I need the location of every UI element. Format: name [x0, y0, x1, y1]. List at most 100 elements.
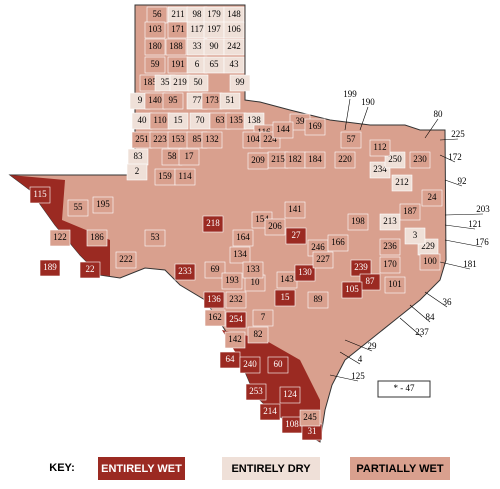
county-cell [86, 229, 108, 247]
county-number: 87 [366, 276, 376, 286]
county-number: 193 [225, 275, 239, 285]
county-cell [379, 238, 401, 256]
key-title: KEY: [49, 462, 74, 474]
county-cell [174, 263, 196, 281]
county-number: 166 [331, 237, 345, 247]
county-number: 218 [206, 218, 220, 228]
leader-line [359, 106, 369, 131]
county-number: 171 [171, 24, 185, 34]
county-cell [67, 199, 89, 217]
leader-line [329, 374, 359, 382]
county-number: 239 [354, 262, 368, 272]
county-cell [167, 112, 189, 130]
county-number: 31 [308, 426, 317, 436]
county-number: 240 [243, 359, 257, 369]
county-number: 136 [207, 294, 221, 304]
county-number: 90 [210, 41, 220, 51]
county-cell [232, 229, 254, 247]
county-cell [307, 291, 329, 309]
county-number: 55 [74, 202, 84, 212]
county-cell [225, 291, 247, 309]
key-swatch [350, 457, 450, 480]
county-cell [369, 139, 391, 157]
county-cell [245, 383, 267, 401]
county-cell [384, 276, 406, 294]
county-number: 251 [135, 134, 149, 144]
county-number: 63 [216, 115, 226, 125]
county-number: 133 [246, 264, 260, 274]
county-number: 65 [210, 59, 220, 69]
county-cell [49, 229, 71, 247]
key-swatch [98, 457, 185, 480]
county-number: 138 [247, 115, 261, 125]
county-number: 209 [251, 155, 265, 165]
county-cell [272, 121, 294, 139]
county-number: 3 [413, 230, 418, 240]
county-number: 112 [373, 142, 386, 152]
county-number: 153 [171, 134, 185, 144]
county-number: 186 [90, 232, 104, 242]
callout-number: 92 [458, 176, 467, 186]
callout-number: 225 [451, 129, 465, 139]
county-number: 51 [226, 95, 235, 105]
county-cell [223, 21, 245, 39]
county-number: 114 [178, 171, 192, 181]
callout-number: 121 [468, 219, 482, 229]
leader-line [339, 351, 361, 365]
county-number: 234 [373, 164, 387, 174]
leader-line [439, 261, 471, 270]
callout-number: 4 [358, 354, 363, 364]
county-number: 162 [208, 312, 222, 322]
county-number: 220 [338, 154, 352, 164]
county-number: 187 [403, 206, 417, 216]
county-number: 70 [196, 115, 206, 125]
county-number: 60 [274, 359, 284, 369]
county-number: 10 [251, 277, 261, 287]
county-cell [334, 151, 356, 169]
county-number: 224 [263, 134, 277, 144]
county-cell [252, 309, 274, 327]
county-cell [162, 92, 184, 110]
county-number: 43 [230, 59, 240, 69]
county-number: 141 [288, 204, 302, 214]
county-number: 106 [227, 24, 241, 34]
county-number: 227 [316, 254, 330, 264]
county-number: 214 [263, 406, 277, 416]
county-number: 213 [383, 216, 397, 226]
county-number: 219 [173, 77, 187, 87]
county-number: 104 [246, 134, 260, 144]
county-cell [39, 259, 61, 277]
county-number: 130 [298, 267, 312, 277]
county-number: 115 [33, 189, 47, 199]
callout-number: 84 [426, 312, 436, 322]
county-number: 215 [271, 154, 285, 164]
note-box [377, 380, 431, 398]
county-cell [247, 152, 269, 170]
county-number: 59 [151, 59, 161, 69]
callout-number: 237 [415, 327, 429, 337]
county-number: 142 [228, 334, 242, 344]
county-number: 245 [303, 412, 317, 422]
county-cell [144, 56, 166, 74]
county-number: 33 [193, 41, 203, 51]
county-number: 117 [190, 24, 204, 34]
county-number: 57 [347, 134, 357, 144]
county-cell [178, 148, 200, 166]
county-number: 15 [281, 292, 291, 302]
leader-line [399, 317, 423, 338]
leader-line [409, 304, 431, 323]
callout-number: 125 [351, 371, 365, 381]
county-number: 154 [255, 214, 269, 224]
county-number: 69 [211, 264, 221, 274]
county-number: 95 [169, 95, 179, 105]
county-number: 105 [345, 284, 359, 294]
county-number: 159 [158, 171, 172, 181]
county-cell [79, 261, 101, 279]
leader-line [444, 239, 483, 248]
county-number: 233 [178, 266, 192, 276]
county-number: 99 [236, 77, 246, 87]
county-number: 170 [383, 259, 397, 269]
county-cell [304, 151, 326, 169]
key-label: ENTIRELY DRY [231, 463, 311, 475]
